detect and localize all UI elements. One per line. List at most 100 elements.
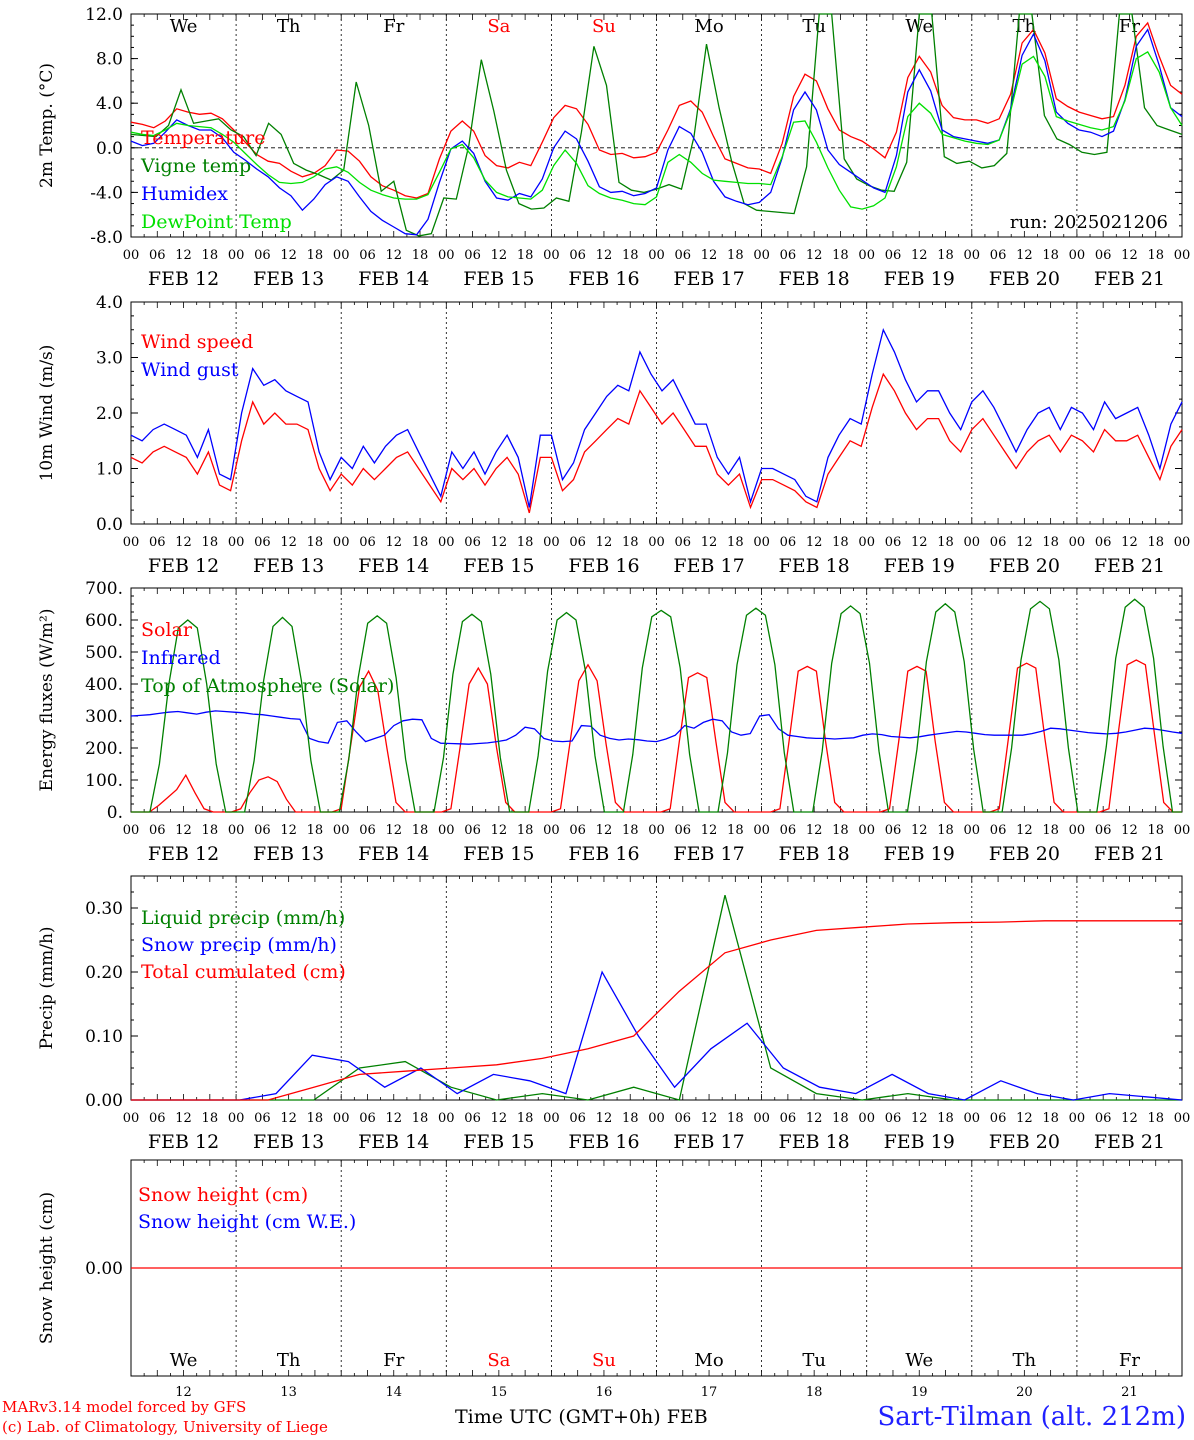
legend-entry: Snow height (cm) [138, 1184, 308, 1206]
legend-entry: Infrared [141, 647, 221, 669]
date-label: FEB 15 [463, 555, 534, 577]
hour-label: 06 [569, 535, 586, 550]
hour-label: 12 [806, 535, 823, 550]
hour-label: 12 [385, 535, 402, 550]
hour-label: 18 [412, 823, 429, 838]
hour-label: 00 [543, 248, 560, 263]
hour-label: 00 [123, 823, 140, 838]
hour-label: 00 [438, 535, 455, 550]
bottom-day-number: 19 [911, 1385, 928, 1398]
hour-label: 06 [149, 1111, 166, 1126]
date-label: FEB 13 [253, 555, 324, 577]
hour-label: 06 [359, 535, 376, 550]
hour-label: 12 [806, 248, 823, 263]
y-axis-label: 2m Temp. (°C) [37, 63, 57, 188]
date-label: FEB 20 [989, 1131, 1060, 1153]
date-label: FEB 18 [779, 268, 850, 290]
bottom-day-name: Th [277, 1350, 301, 1371]
hour-label: 06 [464, 1111, 481, 1126]
hour-label: 00 [228, 823, 245, 838]
hour-label: 06 [675, 535, 692, 550]
y-axis-label: Snow height (cm) [37, 1192, 57, 1344]
date-label: FEB 13 [253, 268, 324, 290]
day-name: Su [592, 16, 616, 37]
date-label: FEB 12 [148, 1131, 219, 1153]
hour-label: 18 [412, 535, 429, 550]
legend-entry: Temperature [141, 127, 265, 149]
hour-label: 00 [964, 535, 981, 550]
y-tick-label: 12.0 [85, 5, 123, 25]
hour-label: 12 [1016, 248, 1033, 263]
hour-label: 18 [202, 535, 219, 550]
series-line [130, 327, 1183, 508]
day-name: We [905, 16, 933, 37]
hour-label: 18 [202, 823, 219, 838]
hour-label: 18 [622, 1111, 639, 1126]
model-credit: MARv3.14 model forced by GFS [2, 1398, 247, 1416]
date-label: FEB 17 [673, 555, 744, 577]
hour-label: 00 [648, 823, 665, 838]
hour-label: 18 [1042, 535, 1059, 550]
hour-label: 18 [832, 823, 849, 838]
hour-label: 12 [385, 823, 402, 838]
legend-entry: Solar [141, 619, 193, 641]
day-name: Tu [802, 16, 826, 37]
hour-label: 12 [701, 535, 718, 550]
series-line [130, 21, 1183, 199]
hour-label: 06 [885, 248, 902, 263]
hour-label: 12 [385, 248, 402, 263]
hour-label: 00 [123, 1111, 140, 1126]
hour-label: 18 [1147, 1111, 1164, 1126]
y-tick-label: 300. [85, 707, 123, 727]
hour-label: 06 [780, 248, 797, 263]
series-line [130, 372, 1183, 514]
hour-label: 12 [911, 823, 928, 838]
hour-label: 00 [228, 248, 245, 263]
station-label: Sart-Tilman (alt. 212m) [877, 1402, 1186, 1432]
hour-label: 18 [727, 535, 744, 550]
day-name: Fr [1119, 16, 1140, 37]
series-line [131, 598, 1182, 813]
date-label: FEB 13 [253, 1131, 324, 1153]
series-line [130, 13, 1183, 237]
y-tick-label: -8.0 [90, 228, 123, 248]
legend-entry: Humidex [141, 183, 228, 205]
lab-credit: (c) Lab. of Climatology, University of L… [2, 1418, 328, 1436]
date-label: FEB 18 [779, 1131, 850, 1153]
y-axis-label: 10m Wind (m/s) [37, 345, 57, 482]
series-line [131, 920, 1182, 1101]
day-name: Fr [383, 16, 404, 37]
hour-label: 06 [464, 535, 481, 550]
y-tick-label: 100. [85, 771, 123, 791]
day-name: Mo [694, 16, 723, 37]
hour-label: 12 [596, 248, 613, 263]
hour-label: 18 [1042, 1111, 1059, 1126]
hour-label: 06 [569, 823, 586, 838]
hour-label: 06 [149, 248, 166, 263]
hour-label: 12 [491, 1111, 508, 1126]
hour-label: 12 [911, 248, 928, 263]
hour-label: 00 [543, 823, 560, 838]
hour-label: 18 [517, 248, 534, 263]
date-label: FEB 14 [358, 1131, 429, 1153]
hour-label: 06 [569, 248, 586, 263]
run-label: run: 2025021206 [1010, 212, 1168, 233]
bottom-day-name: Su [592, 1350, 616, 1371]
hour-label: 12 [701, 823, 718, 838]
hour-label: 00 [1174, 823, 1191, 838]
hour-label: 06 [675, 248, 692, 263]
hour-label: 00 [1069, 535, 1086, 550]
hour-label: 06 [254, 823, 271, 838]
series-line [131, 895, 1182, 1101]
hour-label: 12 [1016, 535, 1033, 550]
hour-label: 12 [1121, 1111, 1138, 1126]
date-label: FEB 12 [148, 843, 219, 865]
hour-label: 12 [596, 1111, 613, 1126]
bottom-day-name: We [905, 1350, 933, 1371]
hour-label: 18 [1042, 248, 1059, 263]
bottom-day-name: Fr [383, 1350, 404, 1371]
hour-label: 06 [780, 535, 797, 550]
hour-label: 06 [464, 823, 481, 838]
hour-label: 00 [964, 248, 981, 263]
y-tick-label: 0.30 [85, 899, 123, 919]
